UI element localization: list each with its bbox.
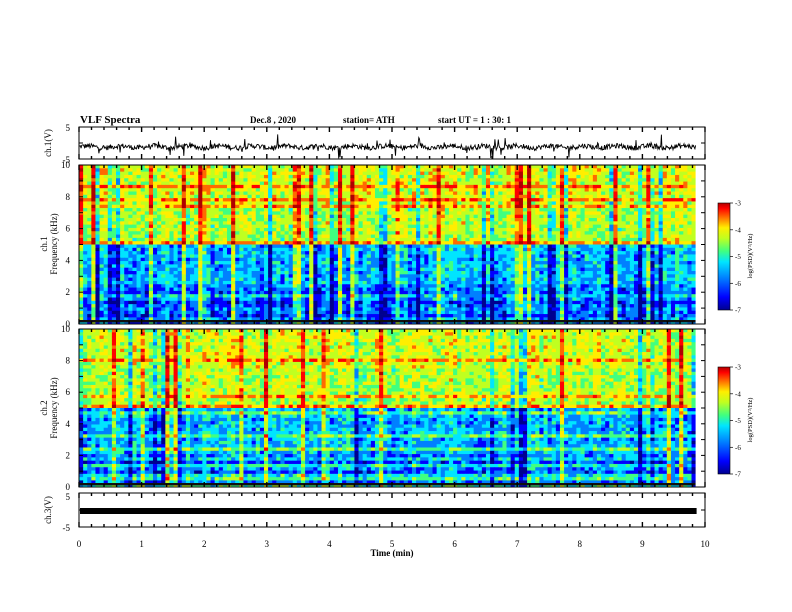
colorbar-tick-label: -5 <box>735 253 741 261</box>
time-tick-label: 0 <box>77 539 82 549</box>
frequency-tick-label: 10 <box>61 324 71 334</box>
time-tick-label: 6 <box>452 539 457 549</box>
ch1-waveform-ticks <box>78 126 706 160</box>
ch1-colorbar-label: log(PSD)(V²/Hz) <box>747 234 754 279</box>
time-tick-label: 9 <box>640 539 645 549</box>
colorbar-tick-label: -7 <box>735 307 741 315</box>
ch1-waveform-panel: 5 -5 ch.1(V) <box>43 123 706 165</box>
time-axis-tick-labels: 0 1 2 3 4 5 6 7 8 9 10 <box>77 539 710 549</box>
colorbar-tick-label: -4 <box>735 226 741 234</box>
ch2-colorbar-label: log(PSD)(V²/Hz) <box>747 398 754 443</box>
ch2-colorbar: -3 -4 -5 -6 -7 log(PSD)(V²/Hz) <box>717 364 754 479</box>
frequency-tick-label: 4 <box>66 419 71 429</box>
ch1-spectrogram-ytick-labels: 0 2 4 6 8 10 <box>61 160 71 329</box>
ch1-ytick-top: 5 <box>66 123 71 133</box>
ch1-spectrogram-panel: 0 2 4 6 8 10 ch.1 Frequency (kHz) -3 -4 -5 -6 -7 … <box>39 160 754 329</box>
ch1-colorbar-ticks: -3 -4 -5 -6 -7 <box>730 200 741 315</box>
time-tick-label: 8 <box>578 539 583 549</box>
ch1-spectrogram-ylabel: Frequency (kHz) <box>49 213 59 274</box>
ch2-spectrogram-ylabel: Frequency (kHz) <box>49 377 59 438</box>
frequency-tick-label: 10 <box>61 160 71 170</box>
ch2-spectrogram-ticks <box>78 328 706 488</box>
time-axis-label: Time (min) <box>370 548 413 558</box>
ch2-spectrogram-image <box>79 329 705 488</box>
ch1-ytick-bottom: -5 <box>63 155 71 165</box>
header-date: Dec.8 , 2020 <box>250 115 296 125</box>
frequency-tick-label: 8 <box>66 192 71 202</box>
ch2-spectrogram-ytick-labels: 0 2 4 6 8 10 <box>61 324 71 492</box>
ch3-waveform-ticks <box>78 492 706 528</box>
frequency-tick-label: 4 <box>66 255 71 265</box>
time-tick-label: 2 <box>202 539 207 549</box>
colorbar-tick-label: -7 <box>735 471 741 479</box>
time-tick-label: 3 <box>265 539 270 549</box>
header-station: station= ATH <box>343 115 395 125</box>
ch2-colorbar-ticks: -3 -4 -5 -6 -7 <box>730 364 741 479</box>
ch3-ytick-bottom: -5 <box>63 523 71 533</box>
frequency-tick-label: 6 <box>66 387 71 397</box>
ch1-spectrogram-image <box>79 165 705 325</box>
ch2-colorbar-gradient <box>717 366 731 475</box>
ch3-ytick-top: 5 <box>66 492 71 502</box>
ch1-spectrogram-ticks <box>78 164 706 325</box>
frequency-tick-label: 2 <box>66 287 71 297</box>
header-start-time: start UT = 1 : 30: 1 <box>438 115 511 125</box>
time-tick-label: 10 <box>701 539 711 549</box>
colorbar-tick-label: -6 <box>735 444 741 452</box>
colorbar-tick-label: -3 <box>735 364 741 372</box>
ch1-colorbar-gradient <box>717 202 731 311</box>
figure-title: VLF Spectra <box>80 114 141 126</box>
ch1-waveform-line <box>79 134 697 159</box>
ch2-spectrogram-ylabel-channel: ch.2 <box>39 400 49 415</box>
colorbar-tick-label: -5 <box>735 417 741 425</box>
frequency-tick-label: 2 <box>66 450 71 460</box>
frequency-tick-label: 6 <box>66 224 71 234</box>
colorbar-tick-label: -4 <box>735 390 741 398</box>
ch2-spectrogram-panel: 0 2 4 6 8 10 ch.2 Frequency (kHz) -3 -4 -5 -6 -7 … <box>39 324 754 492</box>
frequency-tick-label: 0 <box>66 319 71 329</box>
time-tick-label: 4 <box>327 539 332 549</box>
ch1-colorbar: -3 -4 -5 -6 -7 log(PSD)(V²/Hz) <box>717 200 754 315</box>
frequency-tick-label: 8 <box>66 356 71 366</box>
time-tick-label: 5 <box>390 539 395 549</box>
ch3-waveform-line <box>80 508 697 514</box>
ch3-waveform-panel: 5 -5 ch.3(V) 0 1 2 3 4 5 6 7 8 9 10 Time (min) <box>43 492 710 558</box>
time-tick-label: 1 <box>139 539 144 549</box>
ch1-spectrogram-ylabel-channel: ch.1 <box>39 236 49 251</box>
colorbar-tick-label: -6 <box>735 280 741 288</box>
ch1-waveform-ylabel: ch.1(V) <box>43 129 53 157</box>
colorbar-tick-label: -3 <box>735 200 741 208</box>
time-tick-label: 7 <box>515 539 520 549</box>
ch3-waveform-ylabel: ch.3(V) <box>43 496 53 524</box>
frequency-tick-label: 0 <box>66 482 71 492</box>
